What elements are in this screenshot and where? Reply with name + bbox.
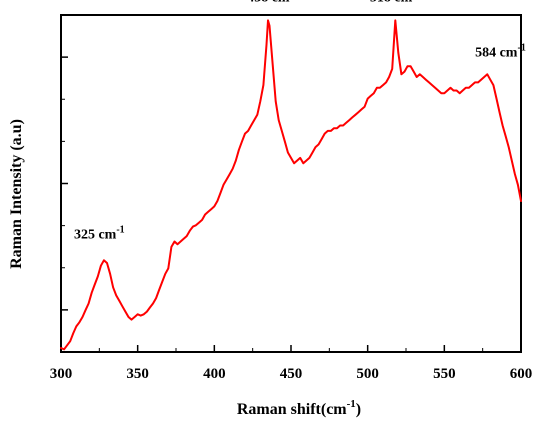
peak-annotation: 584 cm-1 xyxy=(475,42,526,60)
x-tick-label: 500 xyxy=(356,366,379,382)
y-axis xyxy=(61,14,68,353)
peak-annotation-base: 438 cm xyxy=(247,0,290,6)
x-tick-label: 550 xyxy=(433,366,456,382)
x-tick-label: 450 xyxy=(280,366,303,382)
x-tick-label: 350 xyxy=(126,366,149,382)
x-axis: 300 350 400 450 500 550 600 xyxy=(50,345,533,382)
peak-annotation: 518 cm-1 xyxy=(370,0,421,6)
raman-spectrum-line xyxy=(60,19,522,351)
peak-annotation: 438 cm-1 xyxy=(247,0,298,6)
peak-annotation-base: 584 cm xyxy=(475,45,518,60)
x-tick-label: 400 xyxy=(203,366,226,382)
x-axis-title-tail: ) xyxy=(356,401,361,418)
x-axis-title: Raman shift(cm-1) xyxy=(237,398,361,418)
peak-annotation-base: 518 cm xyxy=(370,0,413,6)
x-tick-label: 600 xyxy=(510,366,533,382)
x-axis-title-main: Raman shift(cm xyxy=(237,401,347,418)
peak-annotation: 325 cm-1 xyxy=(74,224,125,242)
peak-annotation-superscript: -1 xyxy=(517,42,525,53)
x-axis-title-superscript: -1 xyxy=(347,398,356,410)
series-layer xyxy=(60,19,522,351)
x-tick-label: 300 xyxy=(50,366,73,382)
peak-annotation-superscript: -1 xyxy=(116,224,124,235)
y-axis-title: Raman Intensity (a.u) xyxy=(8,119,25,269)
peak-annotation-base: 325 cm xyxy=(74,227,117,242)
